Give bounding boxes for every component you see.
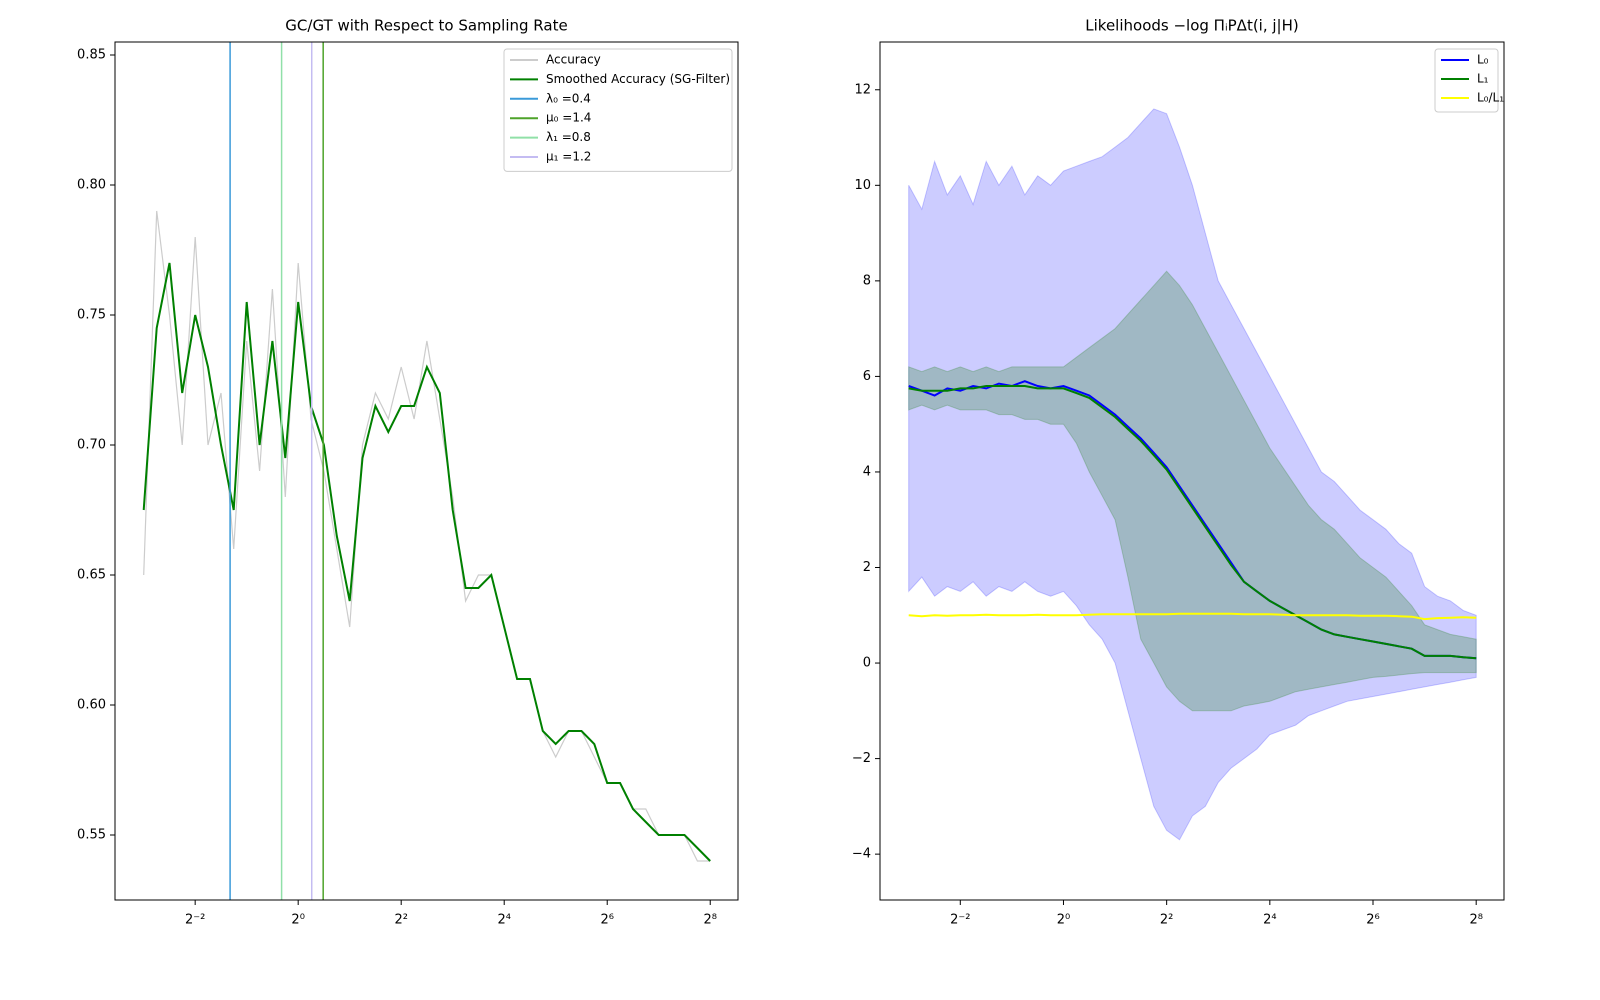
series-line — [908, 612, 1477, 621]
x-tick-label: 2⁶ — [1366, 913, 1379, 928]
legend-box — [503, 48, 733, 172]
legend-label: μ₀ =1.4 — [546, 111, 591, 125]
y-tick-label: 12 — [854, 82, 871, 97]
legend: L₀ L₁ L₀/L₁ — [1434, 48, 1504, 113]
band — [908, 108, 1477, 841]
y-tick-label: 0.55 — [77, 828, 106, 843]
x-tick-label: 2⁻² — [185, 913, 205, 928]
legend-label: L₀ — [1477, 53, 1489, 67]
band — [908, 270, 1477, 712]
y-tick-label: −2 — [852, 751, 871, 766]
y-tick-label: 0.70 — [77, 438, 106, 453]
series-line — [143, 210, 711, 862]
x-tick-label: 2⁴ — [1263, 913, 1276, 928]
legend: Accuracy Smoothed Accuracy (SG-Filter) λ₀ … — [503, 48, 733, 172]
legend-label: Accuracy — [546, 53, 601, 67]
legend-label: λ₁ =0.8 — [546, 130, 591, 144]
y-tick-label: 4 — [863, 464, 871, 479]
y-tick-label: 6 — [863, 369, 871, 384]
plot-frame — [879, 41, 1505, 901]
x-tick-label: 2² — [1160, 913, 1173, 928]
x-tick-label: 2² — [394, 913, 407, 928]
chart-title: Likelihoods −log ΠᵢPΔt(i, j|H) — [1085, 17, 1298, 35]
y-tick-label: 0.60 — [77, 698, 106, 713]
y-tick-label: 0 — [863, 656, 871, 671]
y-tick-label: −4 — [852, 847, 871, 862]
x-tick-label: 2⁸ — [1469, 913, 1482, 928]
x-tick-label: 2⁶ — [600, 913, 613, 928]
legend-label: μ₁ =1.2 — [546, 150, 591, 164]
legend-label: L₀/L₁ — [1477, 91, 1504, 105]
y-tick-label: 0.65 — [77, 568, 106, 583]
subplot: Likelihoods −log ΠᵢPΔt(i, j|H) 2⁻² 2⁰ 2² 2⁴ 2… — [852, 17, 1505, 928]
chart-title: GC/GT with Respect to Sampling Rate — [285, 17, 567, 35]
plot-frame — [114, 41, 739, 901]
x-tick-label: 2⁸ — [703, 913, 716, 928]
y-tick-label: 2 — [863, 560, 871, 575]
x-tick-label: 2⁰ — [1057, 913, 1070, 928]
legend-label: λ₀ =0.4 — [546, 91, 591, 105]
y-tick-label: 0.80 — [77, 178, 106, 193]
series-line — [908, 385, 1477, 660]
y-tick-label: 0.85 — [77, 48, 106, 63]
legend-label: Smoothed Accuracy (SG-Filter) — [546, 72, 730, 86]
y-tick-label: 8 — [863, 273, 871, 288]
y-tick-label: 10 — [854, 178, 871, 193]
x-tick-label: 2⁴ — [497, 913, 510, 928]
series-line — [142, 262, 711, 862]
x-tick-label: 2⁰ — [291, 913, 304, 928]
legend-label: L₁ — [1477, 72, 1489, 86]
subplot: GC/GT with Respect to Sampling Rate 2⁻² 2⁰… — [77, 17, 739, 928]
x-tick-label: 2⁻² — [950, 913, 970, 928]
legend-box — [1434, 48, 1499, 113]
y-tick-label: 0.75 — [77, 308, 106, 323]
